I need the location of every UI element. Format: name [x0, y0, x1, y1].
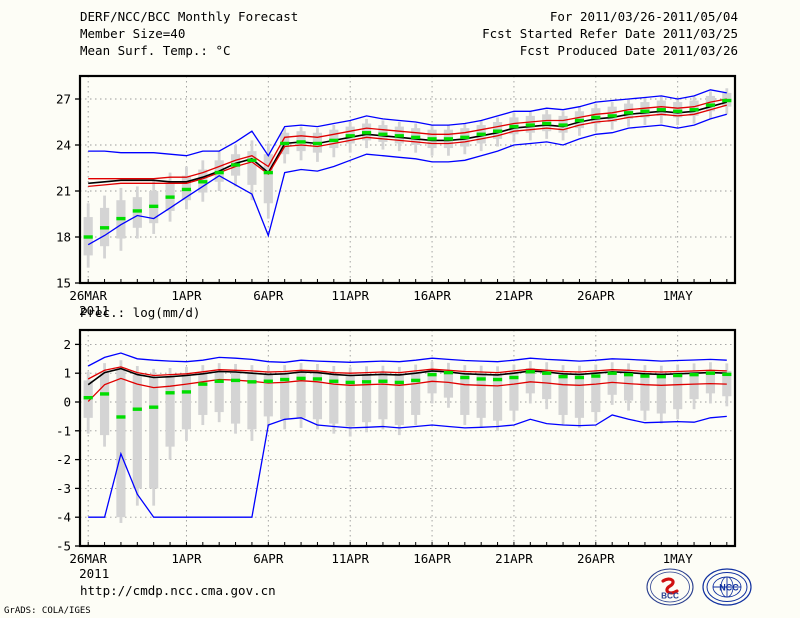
- box-bar: [623, 370, 634, 401]
- series-line-max: [88, 89, 727, 157]
- source-url[interactable]: http://cmdp.ncc.cma.gov.cn: [80, 583, 276, 598]
- x-axis-tick-label: 1APR: [171, 288, 202, 303]
- y-axis-tick-label: 18: [56, 230, 71, 245]
- page-title: DERF/NCC/BCC Monthly Forecast: [80, 9, 299, 24]
- box-bar: [378, 373, 388, 420]
- box-bar: [181, 374, 192, 430]
- box-bar: [411, 372, 421, 415]
- box-bar: [509, 371, 519, 411]
- box-bar: [214, 370, 224, 413]
- box-bar: [476, 373, 486, 418]
- grads-attribution: GrADS: COLA/IGES: [4, 606, 91, 616]
- box-bar: [345, 374, 355, 427]
- x-axis-tick-label: 6APR: [253, 288, 284, 303]
- box-bar: [460, 372, 470, 415]
- ncc-logo-icon: NCC: [702, 568, 752, 606]
- box-bar: [640, 372, 650, 411]
- series-line-lower_quartile: [88, 104, 727, 188]
- x-axis-tick-label: 1MAY: [663, 288, 694, 303]
- box-bar: [312, 371, 323, 420]
- series-line-max: [87, 352, 727, 367]
- x-axis-year-label: 2011: [79, 303, 109, 318]
- x-axis-tick-label: 1APR: [171, 551, 202, 566]
- x-axis-tick-label: 26APR: [577, 288, 615, 303]
- series-line-mean: [88, 101, 728, 185]
- box-bar: [558, 372, 568, 415]
- box-bar: [280, 372, 290, 420]
- y-axis-tick-label: -1: [56, 423, 71, 438]
- x-axis-tick-label: 11APR: [331, 551, 369, 566]
- box-bar: [492, 373, 503, 421]
- box-bar: [574, 373, 585, 418]
- box-bar: [296, 370, 306, 418]
- box-bar: [394, 374, 404, 426]
- series-line-min: [88, 414, 727, 518]
- x-axis-tick-label: 21APR: [495, 288, 533, 303]
- y-axis-tick-label: 24: [56, 138, 71, 153]
- forecast-started-label: Fcst Started Refer Date 2011/03/25: [482, 26, 738, 41]
- panel-frame: [78, 328, 737, 548]
- y-axis-tick-label: 1: [63, 366, 71, 381]
- precipitation-panel-title: Prec.: log(mm/d): [80, 305, 201, 320]
- member-size-label: Member Size=40: [80, 26, 186, 41]
- bcc-logo-icon: BCC: [646, 568, 694, 606]
- box-bar: [247, 151, 257, 185]
- series-line-mean: [87, 367, 727, 386]
- box-bar: [198, 373, 208, 415]
- y-axis-tick-label: 2: [63, 337, 71, 352]
- box-bar: [542, 369, 552, 400]
- box-bar: [361, 373, 372, 423]
- logo-group: BCC NCC: [646, 568, 752, 606]
- svg-text:NCC: NCC: [719, 583, 739, 593]
- box-bar: [99, 371, 110, 436]
- panel-frame: [78, 74, 737, 285]
- x-axis-tick-label: 11APR: [331, 288, 369, 303]
- x-axis-tick-label: 26MAR: [69, 288, 107, 303]
- x-axis-tick-label: 26APR: [577, 551, 615, 566]
- forecast-range-label: For 2011/03/26-2011/05/04: [549, 9, 738, 24]
- y-axis-tick-label: -4: [56, 510, 71, 525]
- box-bar: [525, 368, 535, 394]
- box-bar: [263, 154, 273, 204]
- box-bar: [263, 373, 273, 417]
- x-axis-tick-label: 21APR: [495, 551, 533, 566]
- box-bar: [689, 370, 699, 400]
- box-bar: [705, 369, 716, 394]
- box-bar: [149, 377, 159, 489]
- box-bar: [329, 373, 339, 424]
- x-axis-tick-label: 1MAY: [663, 551, 694, 566]
- x-axis-tick-label: 16APR: [413, 551, 451, 566]
- y-axis-tick-label: 15: [56, 276, 71, 291]
- series-line-upper_quartile: [88, 98, 727, 180]
- temperature-panel-title: Mean Surf. Temp.: °C: [80, 43, 231, 58]
- y-axis-tick-label: -2: [56, 452, 71, 467]
- box-bar: [656, 373, 666, 414]
- y-axis-tick-label: -5: [56, 539, 71, 554]
- series-line-lower_quartile: [87, 377, 727, 402]
- box-bar: [443, 370, 454, 398]
- x-axis-tick-label: 16APR: [413, 288, 451, 303]
- y-axis-tick-label: 21: [56, 184, 71, 199]
- y-axis-tick-label: 0: [63, 395, 71, 410]
- forecast-produced-label: Fcst Produced Date 2011/03/26: [519, 43, 738, 58]
- box-bar: [673, 372, 683, 410]
- svg-text:BCC: BCC: [661, 592, 679, 601]
- y-axis-tick-label: -3: [56, 481, 71, 496]
- x-axis-tick-label: 26MAR: [69, 551, 107, 566]
- y-axis-tick-label: 27: [56, 92, 71, 107]
- box-bar: [230, 371, 241, 424]
- box-bar: [247, 372, 257, 430]
- box-bar: [116, 368, 126, 518]
- series-line-min: [87, 113, 727, 246]
- box-bar: [591, 371, 601, 413]
- box-bar: [165, 376, 175, 447]
- box-bar: [132, 374, 142, 489]
- series-line-upper_quartile: [87, 366, 727, 380]
- x-axis-year-label: 2011: [79, 566, 109, 581]
- x-axis-tick-label: 6APR: [253, 551, 284, 566]
